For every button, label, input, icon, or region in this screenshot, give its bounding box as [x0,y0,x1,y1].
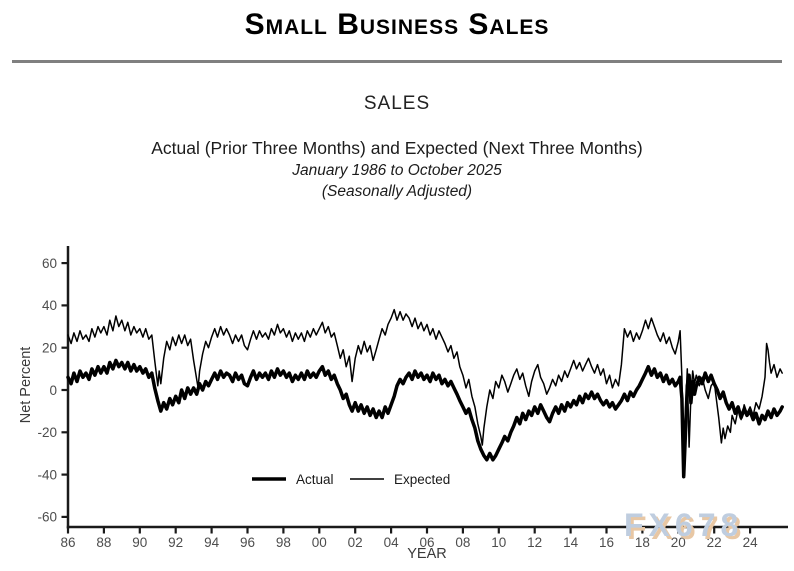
x-tick-label: 12 [527,535,542,550]
x-tick-label: 86 [60,535,75,550]
y-tick-label: 0 [49,383,57,398]
x-tick-label: 24 [743,535,759,550]
y-tick-label: 40 [42,298,57,313]
y-tick-label: -60 [37,510,57,525]
x-tick-label: 88 [96,535,111,550]
x-tick-label: 90 [132,535,147,550]
legend-actual-label: Actual [296,472,334,487]
y-tick-label: 20 [42,341,57,356]
x-tick-label: 14 [563,535,579,550]
legend: Actual Expected [252,472,450,487]
x-tick-label: 96 [240,535,255,550]
expected-series-line [67,308,783,455]
y-tick-label: -40 [37,467,57,482]
x-tick-label: 92 [168,535,183,550]
x-tick-label: 06 [419,535,434,550]
x-tick-label: 04 [384,535,400,550]
plot-area: -60 -40 -20 0 20 40 60 86 88 90 92 94 96 98 00 02 04 06 08… [37,246,788,550]
y-tick-label: 60 [42,256,57,271]
x-tick-label: 00 [312,535,327,550]
chart-subtitle: Actual (Prior Three Months) and Expected… [151,138,643,158]
x-tick-label: 22 [707,535,722,550]
page-title: Small Business Sales [244,8,550,41]
y-axis-title: Net Percent [18,347,34,424]
chart-title: SALES [363,93,431,114]
chart-note: (Seasonally Adjusted) [321,183,473,200]
x-tick-label: 94 [204,535,220,550]
legend-expected-label: Expected [394,472,450,487]
x-tick-label: 20 [671,535,686,550]
x-tick-label: 18 [635,535,650,550]
header-divider [12,60,782,63]
x-tick-label: 16 [599,535,614,550]
actual-series-line [66,358,784,479]
x-tick-label: 10 [491,535,506,550]
y-tick-label: -20 [37,425,57,440]
x-tick-label: 02 [348,535,363,550]
x-tick-label: 98 [276,535,291,550]
x-tick-label: 08 [455,535,470,550]
chart-period: January 1986 to October 2025 [292,162,502,179]
x-axis-title: YEAR [407,546,447,562]
